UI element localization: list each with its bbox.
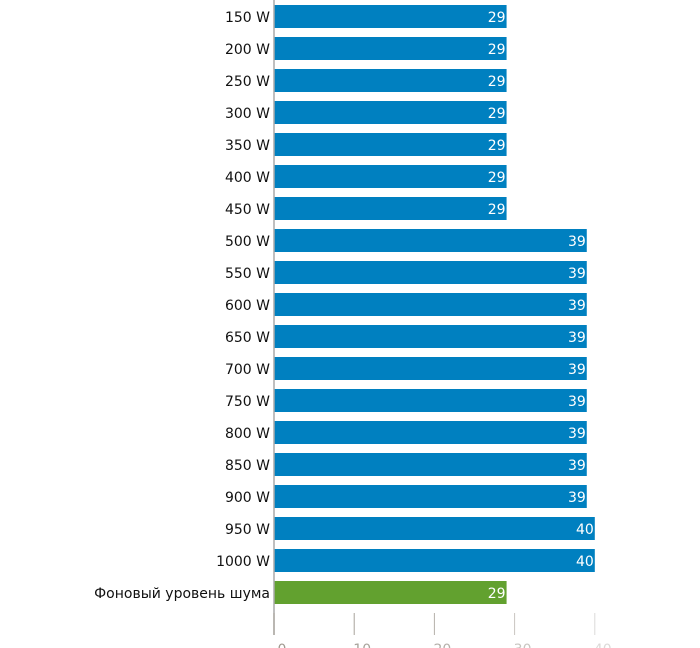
category-label: 650 W <box>225 330 270 346</box>
category-label: 500 W <box>225 234 270 250</box>
bar <box>274 133 507 156</box>
bar <box>274 357 587 380</box>
bar <box>274 389 587 412</box>
value-label: 39 <box>568 426 586 442</box>
category-label: 900 W <box>225 490 270 506</box>
category-label: 850 W <box>225 458 270 474</box>
value-label: 39 <box>568 458 586 474</box>
value-label: 39 <box>568 234 586 250</box>
x-tick-label: 40 <box>594 642 612 648</box>
bar <box>274 485 587 508</box>
value-label: 29 <box>488 170 506 186</box>
category-label: 700 W <box>225 362 270 378</box>
value-label: 29 <box>488 586 506 602</box>
value-label: 39 <box>568 330 586 346</box>
category-label: 750 W <box>225 394 270 410</box>
x-tick-label: 30 <box>514 642 532 648</box>
category-label: 950 W <box>225 522 270 538</box>
bar <box>274 101 507 124</box>
bar <box>274 549 595 572</box>
category-label: 800 W <box>225 426 270 442</box>
bar <box>274 197 507 220</box>
category-label: 550 W <box>225 266 270 282</box>
value-label: 39 <box>568 298 586 314</box>
bar <box>274 261 587 284</box>
category-label: 400 W <box>225 170 270 186</box>
value-label: 40 <box>576 522 594 538</box>
bar <box>274 229 587 252</box>
value-label: 29 <box>488 10 506 26</box>
value-label: 29 <box>488 202 506 218</box>
category-label: 200 W <box>225 42 270 58</box>
category-label: 150 W <box>225 10 270 26</box>
value-label: 39 <box>568 362 586 378</box>
bar <box>274 69 507 92</box>
value-label: 39 <box>568 266 586 282</box>
category-label: 350 W <box>225 138 270 154</box>
value-label: 39 <box>568 394 586 410</box>
category-label: 600 W <box>225 298 270 314</box>
bar <box>274 5 507 28</box>
bar <box>274 581 507 604</box>
bar <box>274 325 587 348</box>
x-tick-label: 0 <box>278 642 287 648</box>
bar <box>274 453 587 476</box>
x-tick-label: 20 <box>433 642 451 648</box>
category-label: 1000 W <box>216 554 270 570</box>
value-label: 29 <box>488 106 506 122</box>
value-label: 39 <box>568 490 586 506</box>
bar <box>274 165 507 188</box>
bar <box>274 293 587 316</box>
bar <box>274 517 595 540</box>
value-label: 40 <box>576 554 594 570</box>
bar <box>274 37 507 60</box>
category-label: 300 W <box>225 106 270 122</box>
category-label: 450 W <box>225 202 270 218</box>
category-label: 250 W <box>225 74 270 90</box>
category-label: Фоновый уровень шума <box>94 586 270 602</box>
value-label: 29 <box>488 74 506 90</box>
bar <box>274 421 587 444</box>
value-label: 29 <box>488 42 506 58</box>
value-label: 29 <box>488 138 506 154</box>
x-tick-label: 10 <box>353 642 371 648</box>
